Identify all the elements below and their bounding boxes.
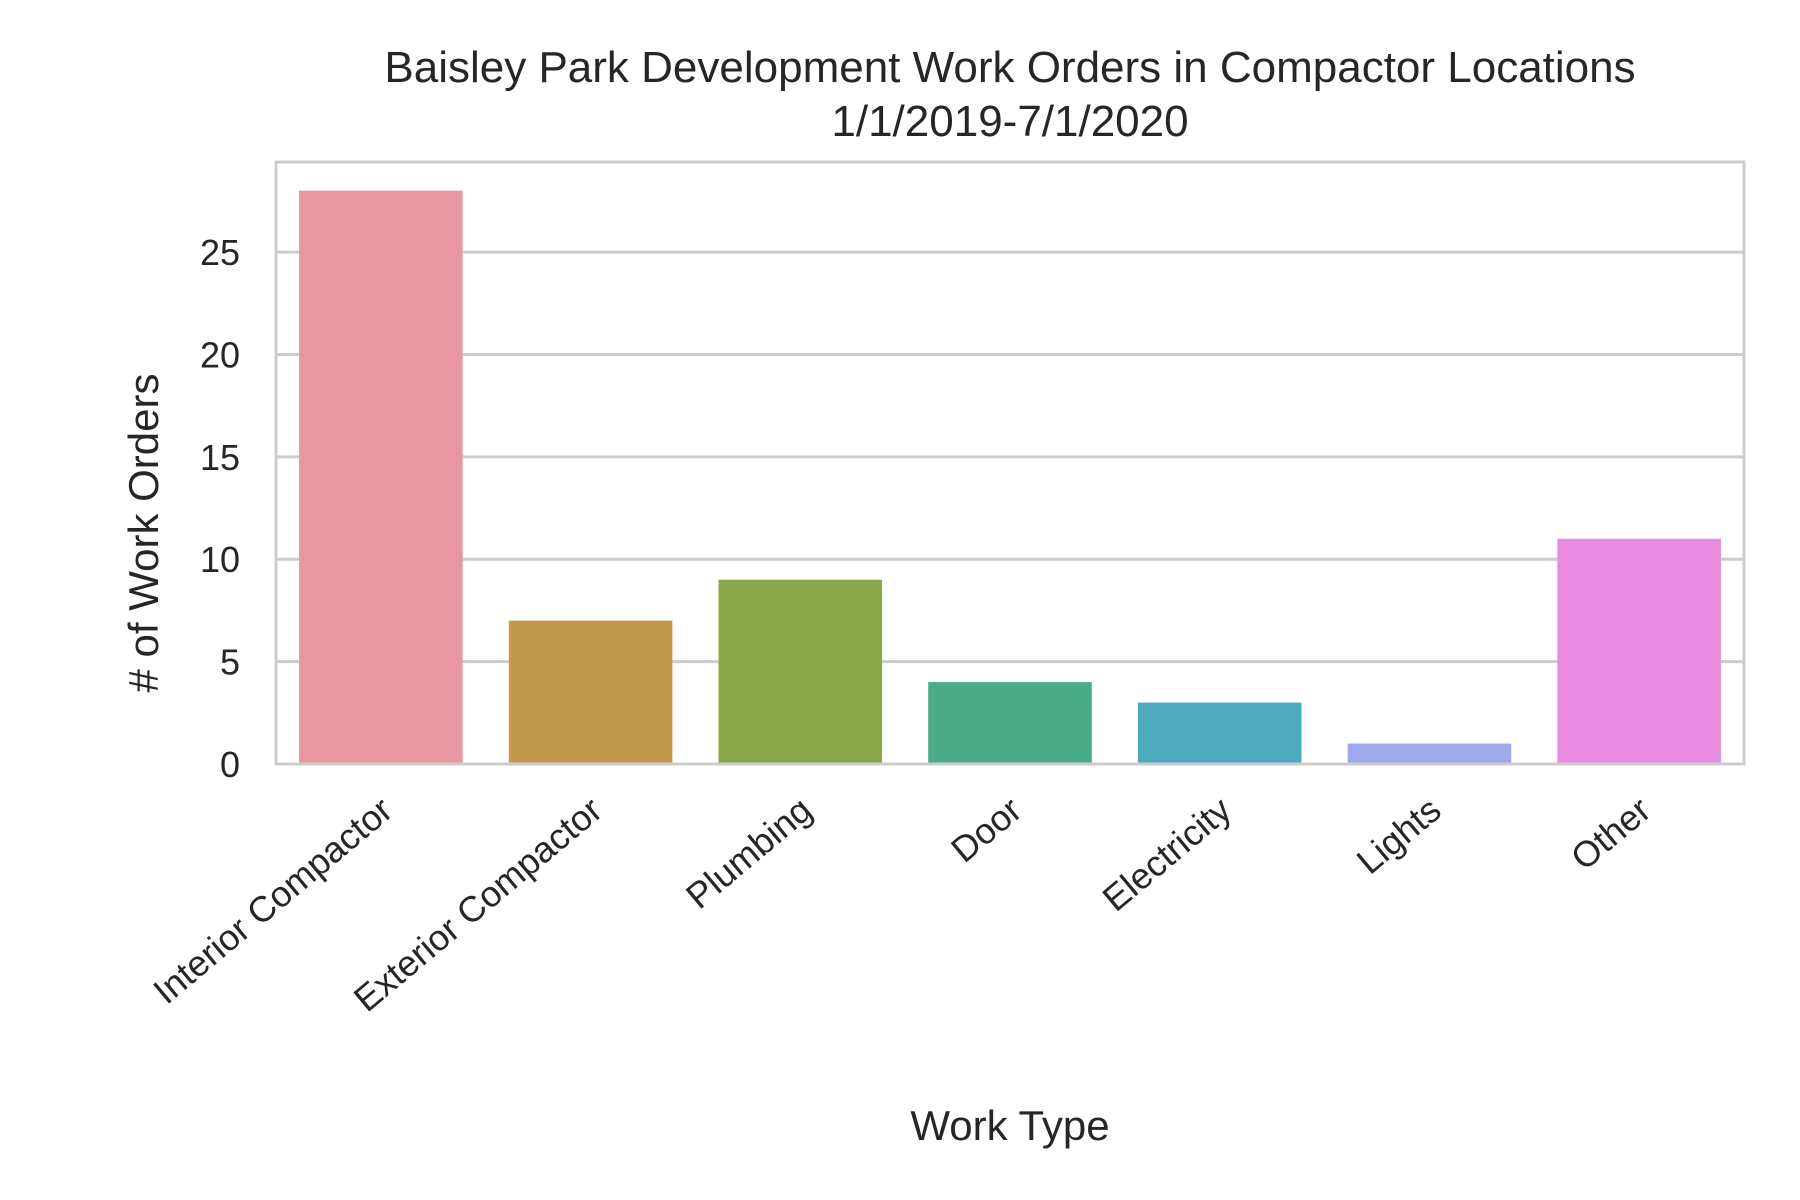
y-tick-label: 15 [200,437,240,478]
bar-plumbing [718,579,883,764]
x-tick-label: Plumbing [678,789,819,917]
bar-electricity [1137,702,1302,764]
bars [299,190,1721,764]
y-tick-label: 25 [200,232,240,273]
x-tick-label: Electricity [1095,789,1239,919]
y-tick-label: 0 [220,744,240,785]
bar-door [928,682,1092,764]
bar-other [1557,538,1721,764]
y-tick-label: 10 [200,539,240,580]
plot-frame [274,160,1746,766]
bar-lights [1347,743,1512,764]
x-tick-label: Door [943,789,1029,871]
y-tick-labels: 0 5 10 15 20 25 [200,232,240,785]
x-tick-label: Lights [1349,789,1449,882]
bar-interior-compactor [299,190,463,764]
y-tick-label: 20 [200,334,240,375]
chart-title: Baisley Park Development Work Orders in … [384,43,1635,92]
bar-exterior-compactor [508,620,673,764]
x-tick-label: Other [1563,789,1658,878]
chart-subtitle: 1/1/2019-7/1/2020 [831,97,1188,146]
y-tick-label: 5 [220,642,240,683]
x-axis-label: Work Type [910,1102,1109,1149]
y-axis-label: # of Work Orders [120,374,167,693]
